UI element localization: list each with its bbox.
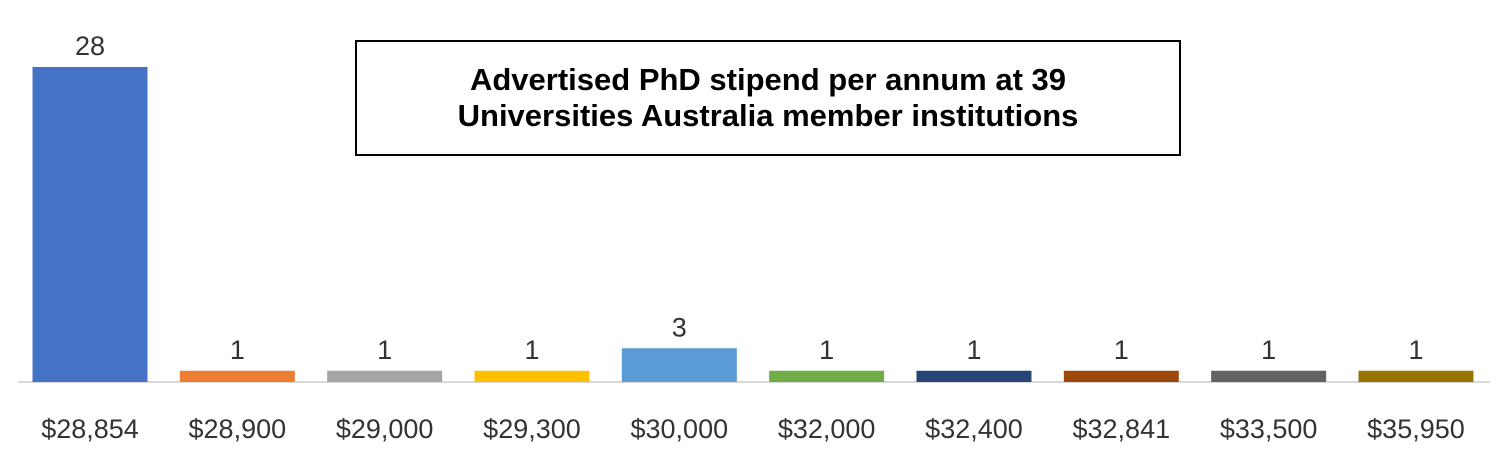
x-tick-label: $29,300 (483, 414, 581, 444)
bar (327, 370, 443, 382)
bar (1063, 370, 1179, 382)
data-label: 1 (1261, 335, 1276, 365)
data-label: 1 (966, 335, 981, 365)
x-tick-label: $32,841 (1073, 414, 1171, 444)
x-tick-label: $30,000 (631, 414, 729, 444)
x-tick-label: $29,000 (336, 414, 434, 444)
bar (474, 370, 590, 382)
data-label: 28 (75, 31, 105, 61)
x-tick-label: $32,000 (778, 414, 876, 444)
bar (179, 370, 295, 382)
bar (916, 370, 1032, 382)
data-label: 3 (672, 312, 687, 342)
x-tick-label: $28,854 (41, 414, 139, 444)
data-label: 1 (524, 335, 539, 365)
data-label: 1 (819, 335, 834, 365)
data-label: 1 (230, 335, 245, 365)
data-label: 1 (377, 335, 392, 365)
chart-title: Advertised PhD stipend per annum at 39 U… (355, 40, 1181, 156)
x-tick-label: $35,950 (1367, 414, 1465, 444)
bar (32, 67, 148, 382)
data-label: 1 (1408, 335, 1423, 365)
bar (769, 370, 885, 382)
x-tick-label: $28,900 (189, 414, 287, 444)
x-tick-label: $33,500 (1220, 414, 1318, 444)
bar (621, 348, 737, 382)
bar (1211, 370, 1327, 382)
x-tick-label: $32,400 (925, 414, 1023, 444)
bar (1358, 370, 1474, 382)
data-label: 1 (1114, 335, 1129, 365)
